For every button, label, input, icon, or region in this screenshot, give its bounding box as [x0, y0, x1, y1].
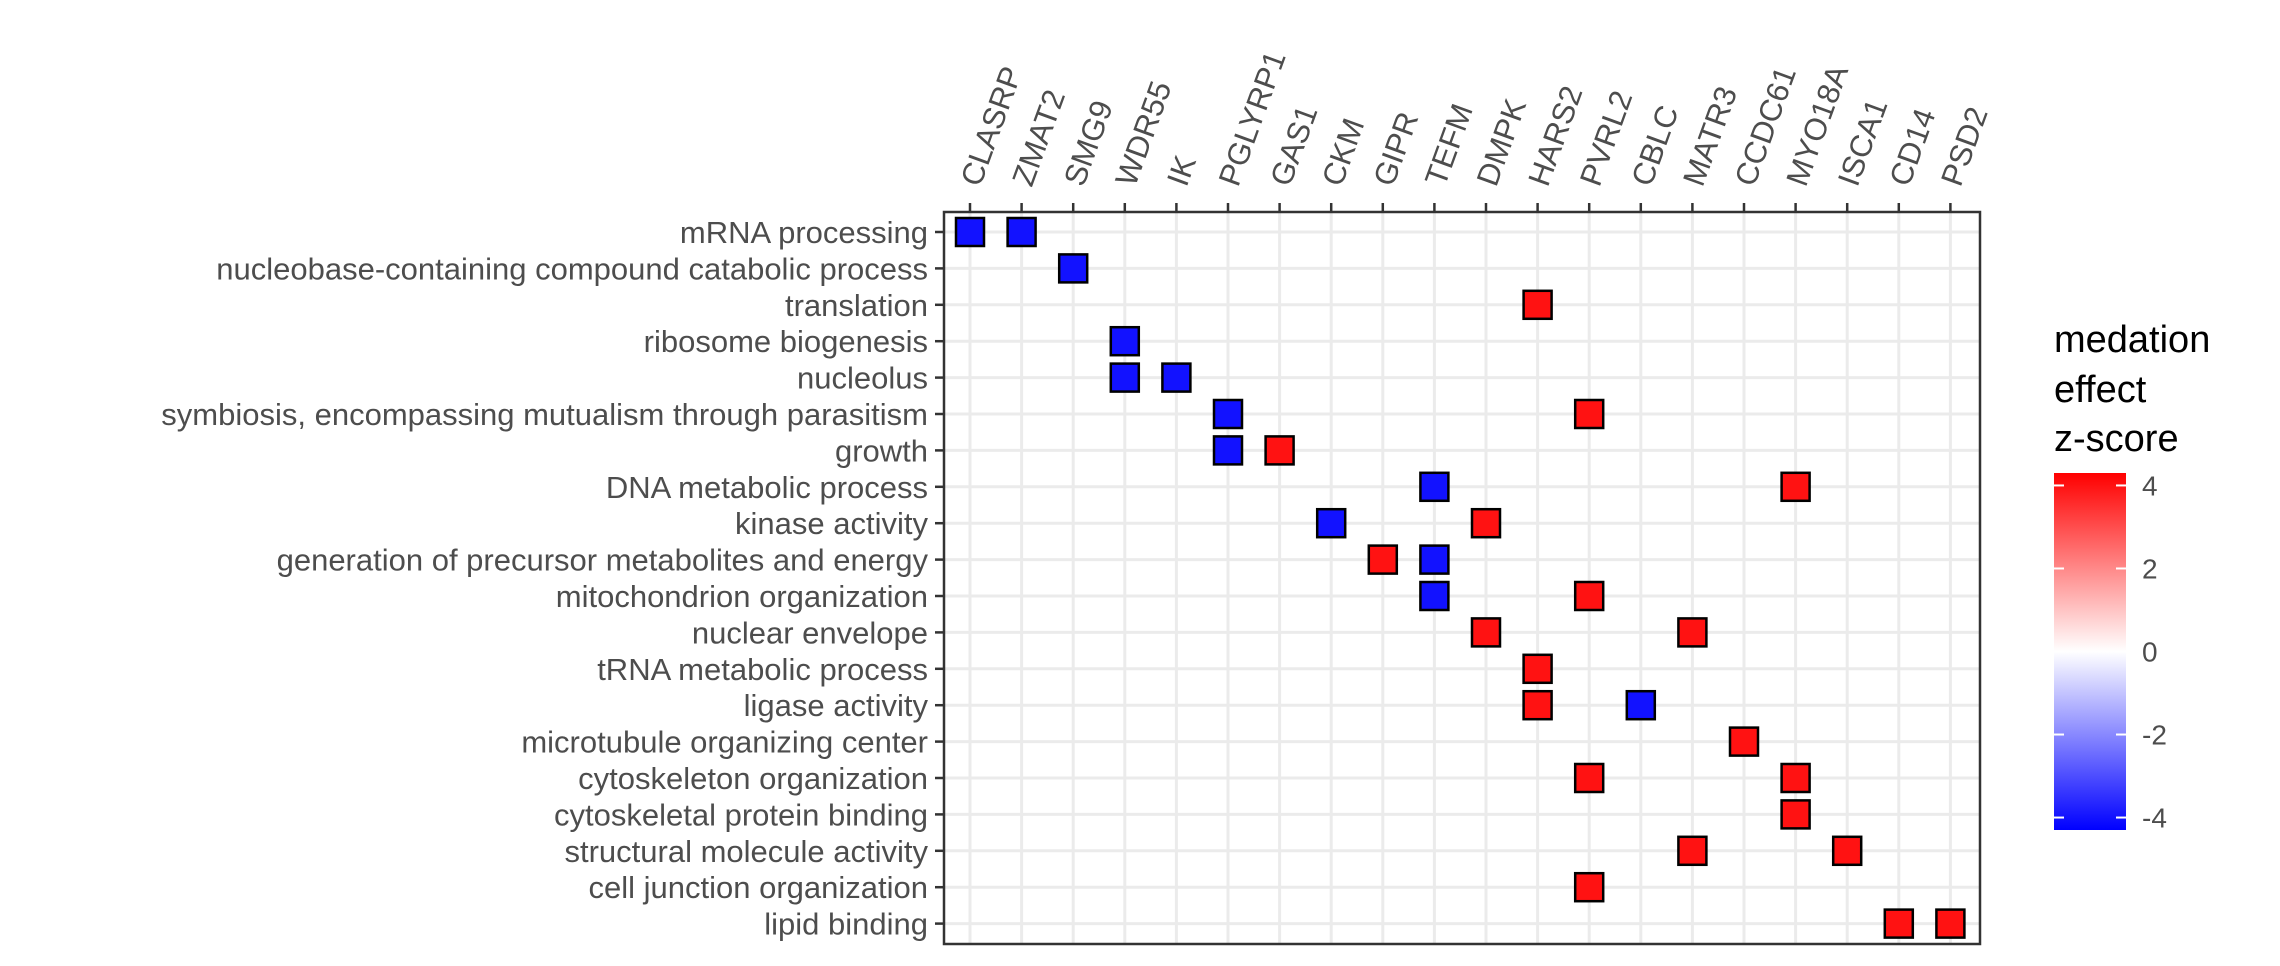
legend-title-line-1: medation — [2054, 319, 2210, 361]
y-tick-label: microtubule organizing center — [521, 725, 928, 760]
heatmap-tile — [1522, 289, 1553, 321]
heatmap-tile — [1057, 253, 1089, 284]
heatmap-tile — [1573, 398, 1605, 430]
x-tick-label: IK — [1160, 151, 1203, 191]
legend-tick-label: 0 — [2142, 637, 2158, 668]
heatmap-tile — [1212, 398, 1244, 430]
heatmap-tile — [1109, 362, 1141, 393]
y-tick-label: mitochondrion organization — [556, 579, 928, 614]
heatmap-tile — [1264, 435, 1295, 466]
legend-title-line-2: effect — [2054, 369, 2147, 411]
heatmap-tile — [1367, 544, 1399, 575]
legend-tick-label: 4 — [2142, 470, 2158, 501]
x-tick-label: CKM — [1315, 114, 1371, 191]
y-tick-label: nucleolus — [797, 361, 928, 396]
legend-ticks: 4 2 0 -2 -4 — [2054, 470, 2167, 834]
heatmap-tile — [1573, 762, 1605, 794]
heatmap-tile — [1315, 507, 1347, 539]
legend-tick-label: 2 — [2142, 553, 2158, 584]
y-tick-label: tRNA metabolic process — [597, 652, 928, 687]
y-tick-label: cytoskeletal protein binding — [554, 797, 928, 832]
heatmap-tile — [1006, 216, 1037, 248]
heatmap-tile — [1522, 689, 1553, 721]
heatmap-tile — [1470, 507, 1502, 539]
y-tick-label: nucleobase-containing compound catabolic… — [216, 251, 928, 286]
heatmap-tile — [1780, 799, 1811, 830]
heatmap-tile — [1470, 617, 1502, 648]
heatmap-tile — [1161, 362, 1192, 393]
y-tick-label: ligase activity — [744, 688, 929, 723]
y-tick-label: symbiosis, encompassing mutualism throug… — [161, 397, 928, 432]
y-tick-label: translation — [785, 288, 928, 323]
axis-ticks — [935, 203, 1952, 925]
heatmap-tile — [1573, 871, 1605, 903]
x-tick-label: PSD2 — [1934, 102, 1995, 190]
y-tick-label: structural molecule activity — [564, 834, 928, 869]
heatmap-tile — [1573, 580, 1605, 612]
heatmap-tile — [1419, 471, 1450, 503]
panel-border — [942, 210, 1982, 946]
heatmap-tile — [1780, 762, 1811, 794]
heatmap-tile — [1625, 689, 1657, 721]
y-tick-label: DNA metabolic process — [606, 470, 928, 505]
legend-tick-label: -4 — [2142, 803, 2167, 834]
y-tick-label: growth — [835, 433, 928, 468]
x-tick-label: GIPR — [1366, 107, 1425, 190]
color-legend: medation effect z-score 4 2 0 -2 -4 — [2054, 319, 2210, 834]
heatmap-tile — [1677, 617, 1708, 648]
y-tick-label: cell junction organization — [589, 870, 929, 905]
y-tick-label: nuclear envelope — [692, 615, 928, 650]
y-tick-label: cytoskeleton organization — [578, 761, 928, 796]
heatmap-tile — [1831, 835, 1863, 867]
heatmap-tile — [954, 216, 986, 248]
heatmap-tile — [1419, 544, 1450, 575]
heatmap-tile — [1728, 726, 1760, 757]
legend-title-line-3: z-score — [2054, 418, 2179, 460]
y-tick-label: ribosome biogenesis — [644, 324, 928, 359]
heatmap-tile — [1780, 471, 1811, 503]
heatmap-tile — [1883, 908, 1915, 939]
y-tick-label: mRNA processing — [680, 215, 928, 250]
y-tick-label: lipid binding — [764, 907, 928, 942]
heatmap-tile — [1109, 325, 1141, 357]
heatmap-tile — [1677, 835, 1708, 867]
y-tick-label: generation of precursor metabolites and … — [277, 543, 929, 578]
legend-tick-label: -2 — [2142, 720, 2167, 751]
legend-colorbar — [2054, 473, 2126, 830]
heatmap-tile — [1935, 908, 1966, 939]
heatmap-tiles — [954, 216, 1966, 939]
heatmap-tile — [1212, 435, 1244, 466]
y-tick-label: kinase activity — [735, 506, 928, 541]
grid-lines — [944, 212, 1980, 944]
heatmap-tile — [1522, 653, 1553, 685]
heatmap-tile — [1419, 580, 1450, 612]
